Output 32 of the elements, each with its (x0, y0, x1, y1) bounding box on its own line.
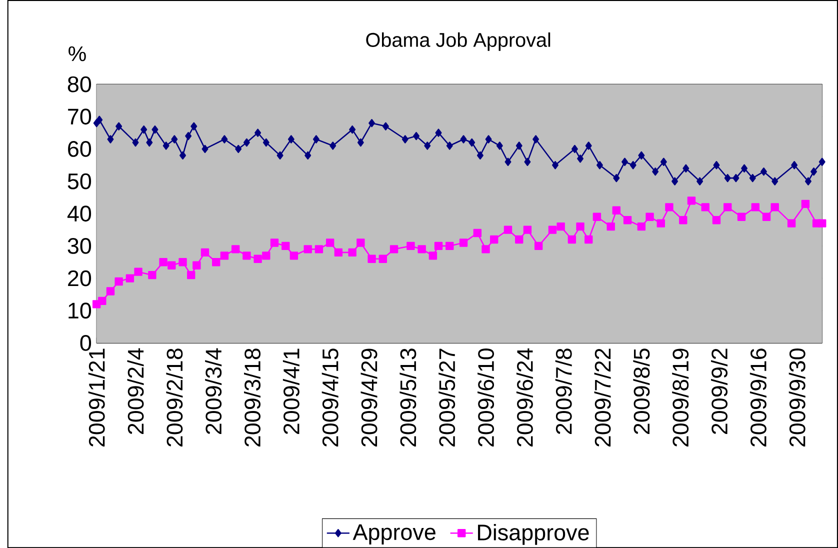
y-tick-label: 10 (68, 302, 92, 319)
y-tick-label: 0 (80, 334, 92, 351)
x-tick-label: 2009/4/15 (322, 348, 338, 446)
x-tick-label: 2009/1/21 (88, 348, 105, 446)
legend-label: Disapprove (478, 524, 589, 545)
x-tick-label: 2009/2/18 (166, 348, 183, 446)
x-tick-label: 2009/5/27 (438, 348, 456, 446)
y-tick-label: 30 (68, 238, 92, 254)
x-tick-label: 2009/5/13 (400, 348, 416, 446)
y-tick-label: 80 (68, 76, 92, 92)
x-tick-label: 2009/7/22 (594, 348, 611, 446)
legend-label: Approve (352, 524, 436, 544)
y-axis-title: % (68, 46, 86, 62)
x-tick-label: 2009/4/29 (360, 348, 378, 446)
x-tick-label: 2009/9/16 (750, 348, 766, 446)
x-tick-label: 2009/8/19 (672, 348, 689, 446)
y-tick-label: 50 (68, 173, 92, 190)
x-tick-label: 2009/6/10 (478, 348, 494, 446)
chart-title: Obama Job Approval (366, 32, 550, 51)
y-tick-label: 20 (68, 270, 92, 286)
x-tick-label: 2009/9/30 (788, 348, 806, 446)
y-tick-label: 40 (67, 206, 92, 222)
x-tick-label: 2009/9/2 (711, 348, 728, 434)
x-tick-label: 2009/2/4 (127, 348, 144, 434)
y-tick-label: 60 (68, 140, 92, 157)
x-tick-label: 2009/3/18 (244, 348, 261, 446)
x-tick-label: 2009/8/5 (633, 348, 650, 434)
x-tick-label: 2009/6/24 (516, 348, 533, 446)
y-tick-label: 70 (68, 108, 92, 125)
x-tick-label: 2009/4/1 (282, 348, 300, 434)
x-tick-label: 2009/7/8 (555, 348, 572, 434)
x-tick-label: 2009/3/4 (205, 348, 222, 434)
